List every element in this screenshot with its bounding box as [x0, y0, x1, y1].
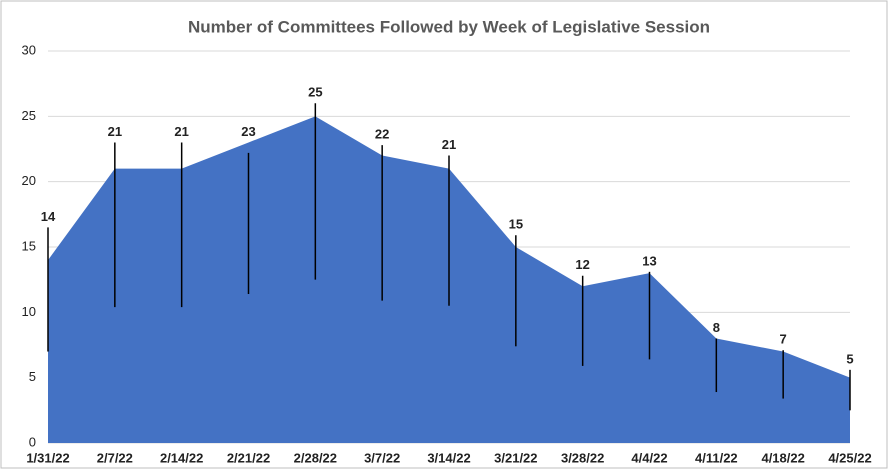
- x-tick-label: 3/7/22: [364, 450, 400, 465]
- x-tick-label: 4/18/22: [761, 450, 804, 465]
- y-tick-label: 20: [22, 173, 36, 188]
- y-tick-label: 15: [22, 238, 36, 253]
- data-label: 21: [442, 137, 456, 152]
- y-tick-label: 30: [22, 42, 36, 57]
- x-tick-label: 4/25/22: [828, 450, 871, 465]
- x-tick-label: 4/4/22: [631, 450, 667, 465]
- y-tick-label: 10: [22, 304, 36, 319]
- data-label: 5: [846, 351, 853, 366]
- data-label: 12: [575, 257, 589, 272]
- data-label: 8: [713, 320, 720, 335]
- x-tick-label: 2/7/22: [97, 450, 133, 465]
- x-tick-label: 2/21/22: [227, 450, 270, 465]
- x-tick-label: 3/21/22: [494, 450, 537, 465]
- x-tick-label: 4/11/22: [695, 450, 738, 465]
- data-label: 25: [308, 85, 322, 100]
- y-tick-label: 25: [22, 108, 36, 123]
- y-tick-label: 5: [29, 369, 36, 384]
- data-label: 13: [642, 253, 656, 268]
- x-tick-label: 3/14/22: [427, 450, 470, 465]
- data-label: 15: [509, 217, 523, 232]
- data-label: 21: [108, 124, 122, 139]
- x-tick-label: 2/14/22: [160, 450, 203, 465]
- data-label: 23: [241, 124, 255, 139]
- x-tick-label: 2/28/22: [294, 450, 337, 465]
- data-label: 21: [174, 124, 188, 139]
- data-label: 7: [780, 332, 787, 347]
- chart-title: Number of Committees Followed by Week of…: [188, 17, 710, 36]
- x-tick-label: 1/31/22: [26, 450, 69, 465]
- data-label: 22: [375, 127, 389, 142]
- data-label: 14: [41, 209, 56, 224]
- x-tick-label: 3/28/22: [561, 450, 604, 465]
- y-tick-label: 0: [29, 434, 36, 449]
